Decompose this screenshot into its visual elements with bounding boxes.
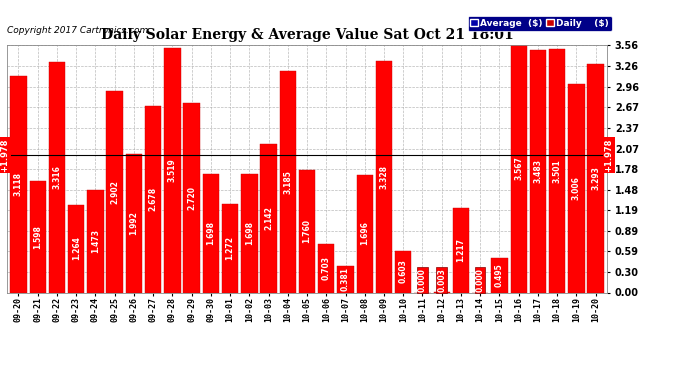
Text: Copyright 2017 Cartronics.com: Copyright 2017 Cartronics.com — [7, 26, 148, 35]
Title: Daily Solar Energy & Average Value Sat Oct 21 18:01: Daily Solar Energy & Average Value Sat O… — [101, 28, 513, 42]
Bar — [49, 62, 65, 292]
Bar — [126, 154, 142, 292]
Bar — [587, 63, 604, 292]
Bar — [241, 174, 257, 292]
Text: 1.698: 1.698 — [245, 222, 254, 246]
Bar — [68, 205, 84, 292]
Text: 3.118: 3.118 — [14, 172, 23, 196]
Bar — [145, 106, 161, 292]
Text: 0.703: 0.703 — [322, 256, 331, 280]
Bar — [10, 76, 27, 292]
Bar — [106, 91, 123, 292]
Bar — [318, 244, 335, 292]
Text: 3.185: 3.185 — [284, 170, 293, 194]
Bar — [164, 48, 181, 292]
Text: 1.698: 1.698 — [206, 222, 215, 246]
Text: 0.003: 0.003 — [437, 268, 446, 292]
Text: 3.328: 3.328 — [380, 165, 388, 189]
Bar — [511, 45, 527, 292]
Bar — [299, 170, 315, 292]
Bar — [279, 71, 296, 292]
Text: 1.264: 1.264 — [72, 237, 81, 261]
Bar — [337, 266, 354, 292]
Bar — [184, 104, 200, 292]
Text: 3.519: 3.519 — [168, 158, 177, 182]
Bar — [395, 251, 411, 292]
Text: 0.000: 0.000 — [475, 268, 484, 292]
Text: 0.000: 0.000 — [418, 268, 427, 292]
Text: 1.696: 1.696 — [360, 222, 369, 246]
Text: 0.381: 0.381 — [341, 267, 350, 291]
Bar — [203, 174, 219, 292]
Bar — [569, 84, 584, 292]
Text: 3.501: 3.501 — [553, 159, 562, 183]
Text: 0.603: 0.603 — [399, 260, 408, 284]
Bar — [376, 61, 392, 292]
Text: 2.678: 2.678 — [148, 188, 157, 211]
Text: 0.495: 0.495 — [495, 263, 504, 287]
Bar — [30, 182, 46, 292]
Text: 2.902: 2.902 — [110, 180, 119, 204]
Text: 3.567: 3.567 — [514, 157, 523, 180]
Text: 3.316: 3.316 — [52, 165, 61, 189]
Text: 2.142: 2.142 — [264, 206, 273, 230]
Text: 1.217: 1.217 — [457, 238, 466, 262]
Text: 3.483: 3.483 — [533, 159, 542, 183]
Legend: Average  ($), Daily    ($): Average ($), Daily ($) — [468, 16, 612, 31]
Bar — [453, 208, 469, 292]
Text: 1.992: 1.992 — [130, 211, 139, 235]
Bar — [260, 144, 277, 292]
Bar — [222, 204, 238, 292]
Text: 3.006: 3.006 — [572, 176, 581, 200]
Bar — [530, 50, 546, 292]
Bar — [491, 258, 508, 292]
Text: 3.293: 3.293 — [591, 166, 600, 190]
Text: 1.272: 1.272 — [226, 236, 235, 260]
Text: 1.598: 1.598 — [33, 225, 42, 249]
Text: +1.978: +1.978 — [604, 138, 613, 172]
Bar — [87, 190, 104, 292]
Bar — [357, 175, 373, 292]
Text: 1.760: 1.760 — [302, 219, 312, 243]
Text: 2.720: 2.720 — [187, 186, 196, 210]
Bar — [549, 49, 565, 292]
Text: 1.473: 1.473 — [91, 229, 100, 253]
Text: +1.978: +1.978 — [1, 138, 10, 172]
